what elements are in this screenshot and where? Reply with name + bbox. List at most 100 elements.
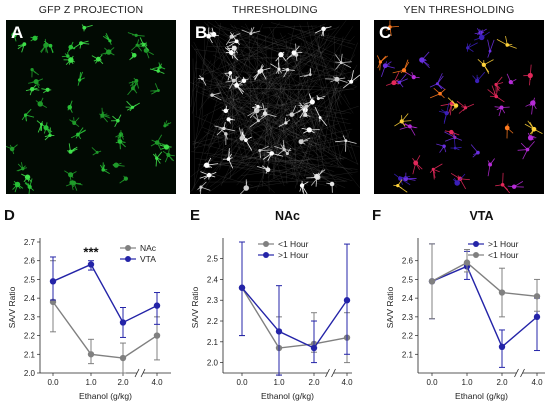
cell-body: [525, 97, 537, 115]
cell-soma: [442, 144, 446, 149]
process-fiber: [272, 90, 337, 183]
cell-body: [150, 134, 166, 151]
process-fiber: [213, 66, 285, 108]
cell-process: [259, 149, 272, 151]
cell-soma: [527, 72, 533, 79]
cell-body: [43, 122, 53, 135]
cell-soma: [399, 119, 404, 124]
cell-soma: [131, 86, 135, 91]
process-fiber: [273, 61, 288, 179]
axis-break-mark: [140, 368, 146, 378]
process-fiber: [236, 58, 347, 138]
cell-body: [260, 103, 277, 118]
process-fiber: [222, 70, 283, 94]
cell-body: [466, 42, 478, 52]
data-point: [498, 289, 506, 296]
cell-soma: [407, 124, 412, 129]
data-point: [238, 284, 246, 291]
micrograph-background: [374, 20, 544, 194]
cell-process: [298, 105, 307, 112]
cell-soma: [108, 39, 112, 43]
cell-soma: [531, 126, 537, 132]
cell-body: [65, 179, 83, 191]
significance-annotation: ***: [83, 245, 99, 260]
cell-soma: [123, 176, 129, 181]
cell-body: [524, 120, 543, 135]
y-tick-label: 2.5: [24, 275, 36, 284]
cell-soma: [308, 73, 312, 76]
cell-soma: [494, 94, 498, 99]
process-fiber: [201, 37, 206, 126]
process-fiber: [196, 25, 340, 191]
cell-body: [477, 59, 494, 74]
cell-process: [214, 125, 225, 129]
process-fiber: [209, 181, 348, 183]
cell-soma: [475, 78, 480, 84]
process-fiber: [223, 33, 326, 68]
process-fiber: [191, 151, 290, 163]
process-fiber: [222, 54, 248, 159]
cell-body: [203, 157, 219, 169]
legend-label: >1 Hour: [278, 250, 309, 260]
cell-process: [491, 85, 497, 97]
process-fiber: [198, 78, 352, 114]
process-fiber: [192, 60, 212, 92]
process-fiber: [218, 164, 347, 181]
cell-soma: [32, 35, 38, 41]
legend-marker: [125, 256, 131, 262]
process-fiber: [285, 159, 309, 162]
series-1: [238, 241, 351, 376]
cell-soma: [33, 79, 39, 85]
process-fiber: [334, 35, 336, 109]
series-line: [52, 301, 158, 359]
process-fiber: [269, 155, 314, 181]
x-tick-label: 1.0: [273, 378, 285, 387]
process-fiber: [190, 119, 238, 193]
cell-body: [316, 95, 326, 101]
process-fiber: [236, 113, 288, 159]
process-fiber: [245, 171, 358, 189]
cell-body: [202, 27, 219, 44]
cell-process: [432, 169, 435, 180]
cell-body: [125, 100, 140, 112]
cell-body: [299, 181, 309, 194]
cell-body: [91, 54, 104, 65]
cell-soma: [318, 116, 322, 120]
process-fiber: [218, 123, 340, 167]
cell-soma: [48, 43, 53, 48]
process-fiber: [204, 31, 314, 75]
cell-body: [253, 67, 271, 80]
process-fiber: [194, 79, 207, 149]
data-point: [87, 261, 95, 268]
process-fiber: [304, 115, 351, 124]
process-fiber: [284, 130, 298, 185]
cell-soma: [23, 113, 28, 117]
process-fiber: [304, 109, 319, 177]
process-fiber: [201, 126, 314, 174]
cell-soma: [457, 176, 463, 182]
cell-process: [302, 105, 308, 117]
process-fiber: [270, 22, 356, 45]
cell-soma: [141, 42, 146, 47]
cell-soma: [398, 176, 403, 181]
legend-label: <1 Hour: [278, 239, 309, 249]
process-fiber: [216, 125, 220, 147]
cell-body: [130, 39, 145, 52]
cell-soma: [431, 167, 435, 171]
cell-body: [299, 68, 312, 78]
cell-process: [487, 89, 497, 97]
process-fiber: [329, 126, 336, 134]
cell-body: [36, 120, 47, 133]
cell-body: [523, 64, 533, 86]
axis-break-gap: [516, 371, 523, 375]
cell-body: [452, 173, 466, 186]
y-tick-label: 2.5: [207, 255, 219, 264]
cell-body: [495, 172, 511, 194]
y-tick-label: 2.2: [402, 332, 414, 341]
process-fiber: [314, 102, 325, 115]
process-fiber: [347, 36, 355, 45]
process-fiber: [314, 37, 342, 105]
x-tick-label: 4.0: [151, 378, 163, 387]
series-line: [241, 287, 348, 349]
panel-letter-b: B: [195, 23, 208, 42]
